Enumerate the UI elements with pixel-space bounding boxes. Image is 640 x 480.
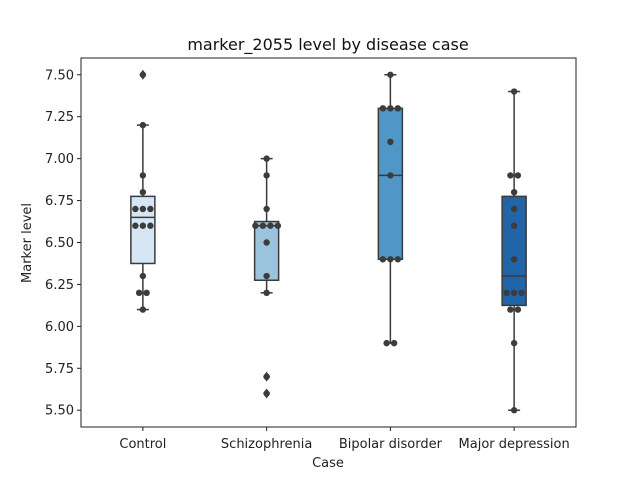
y-tick-label: 5.75 [45,362,74,377]
box [501,195,527,307]
y-tick-label: 5.50 [45,404,74,419]
data-point [514,306,522,313]
data-point [143,289,150,297]
chart-title: marker_2055 level by disease case [187,35,468,55]
data-point [503,289,510,297]
data-point [510,188,518,196]
swarm-points [132,71,525,414]
box [377,107,404,261]
x-tick-label: Major depression [459,437,570,452]
y-axis: 5.50 5.75 6.00 6.25 6.50 6.75 7.00 7.25 7.50 [45,68,81,419]
x-tick-label: Control [119,437,166,452]
data-point [135,289,143,297]
data-point [132,205,139,213]
data-point [274,222,282,229]
data-point [507,306,514,313]
y-axis-label: Marker level [20,203,35,283]
data-point [263,272,270,280]
y-tick-label: 6.00 [45,320,74,335]
y-tick-label: 7.50 [45,68,74,83]
data-point [390,339,398,347]
box-series [130,69,527,411]
y-tick-label: 6.50 [45,236,74,251]
data-point [139,222,147,229]
data-point [510,339,518,347]
x-tick-label: Schizophrenia [221,437,312,452]
data-point [510,407,518,414]
x-tick-label: Bipolar disorder [339,437,443,452]
data-point [510,222,518,229]
data-point [263,205,270,213]
data-point [387,256,394,263]
data-point [263,390,270,397]
data-point [263,239,270,246]
box [253,220,280,281]
data-point [263,373,270,380]
data-point [139,71,147,78]
data-point [394,256,402,263]
x-axis: Control Schizophrenia Bipolar disorder Majo… [119,427,570,452]
data-point [132,222,139,229]
y-tick-label: 7.00 [45,152,74,167]
data-point [387,138,394,146]
y-tick-label: 7.25 [45,110,74,125]
data-point [263,155,270,162]
x-axis-label: Case [312,456,344,471]
data-point [147,222,154,229]
data-point [510,88,518,95]
data-point [259,222,267,229]
data-point [252,222,259,229]
data-point [510,205,518,213]
y-tick-label: 6.75 [45,194,74,209]
data-point [263,172,270,179]
data-point [139,172,147,179]
data-point [147,205,154,213]
data-point [387,71,394,78]
data-point [387,172,394,179]
data-point [518,289,525,297]
data-point [139,306,147,313]
data-point [514,172,522,179]
data-point [387,105,394,112]
data-point [263,289,270,297]
data-point [139,205,147,213]
data-point [394,105,402,112]
data-point [139,272,147,280]
data-point [379,256,387,263]
data-point [379,105,387,112]
data-point [139,188,147,196]
data-point [510,256,518,263]
y-tick-label: 6.25 [45,278,74,293]
data-point [267,222,274,229]
data-point [510,289,518,297]
data-point [507,172,514,179]
data-point [139,121,147,129]
data-point [383,339,390,347]
